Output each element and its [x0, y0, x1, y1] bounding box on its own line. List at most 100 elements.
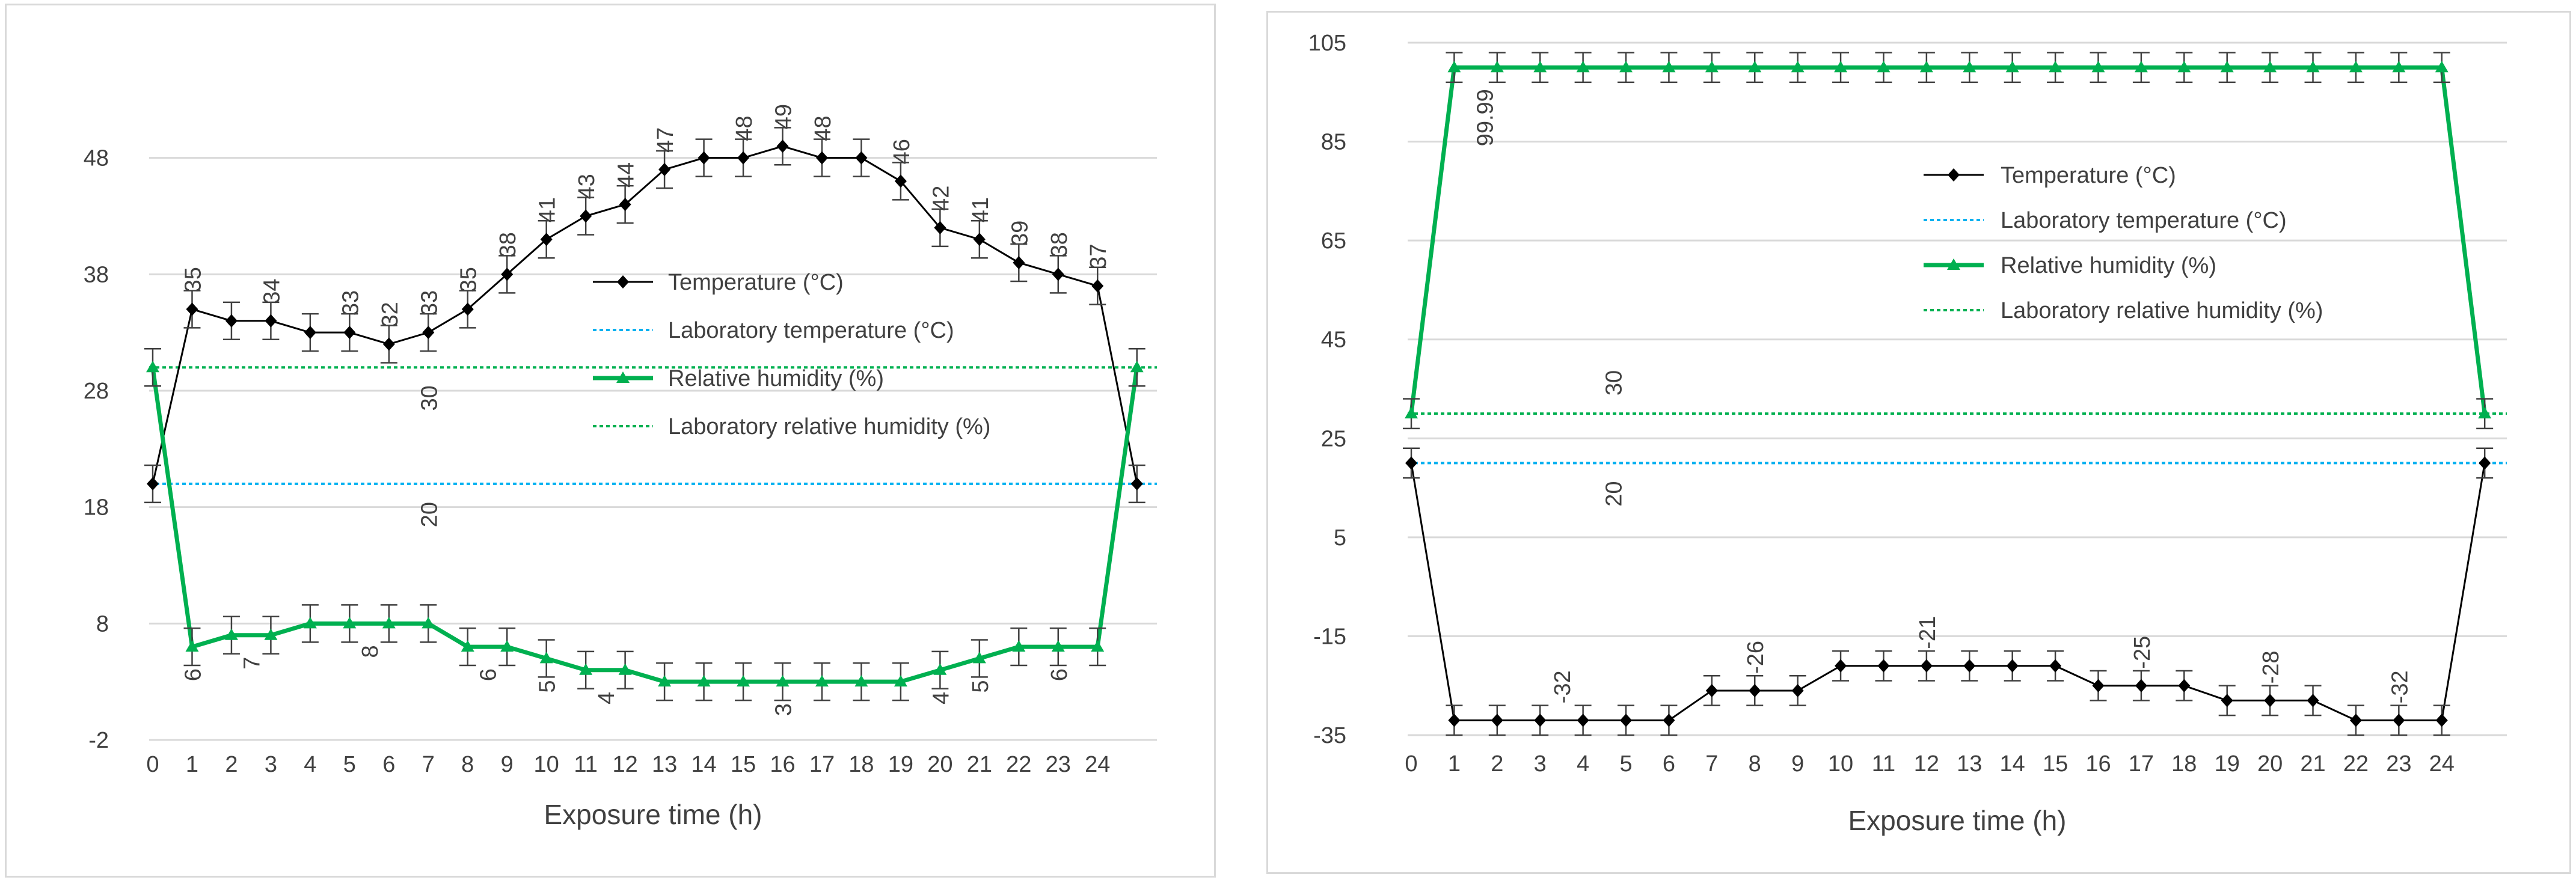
c0-humidity-point: [343, 617, 357, 629]
c1-x-tick-label: 23: [2386, 751, 2411, 777]
c0-y-tick-label: -2: [88, 728, 109, 753]
c0-legend-label: Temperature (°C): [668, 270, 844, 295]
c0-legend-label: Laboratory relative humidity (%): [668, 414, 990, 439]
c1-temperature-data-label: -26: [1743, 641, 1768, 674]
c0-x-tick-label: 8: [461, 752, 474, 777]
c0-humidity-point: [461, 640, 474, 652]
c0-humidity-point: [422, 617, 435, 629]
c1-humidity-point: [2005, 61, 2019, 73]
c1-y-tick-label: 45: [1321, 328, 1346, 353]
c1-temperature-point: [1791, 683, 1804, 697]
c1-temperature-point: [2264, 694, 2277, 707]
c1-x-tick-label: 21: [2300, 751, 2325, 777]
c0-x-tick-label: 3: [265, 752, 277, 777]
c0-legend-marker: [616, 371, 630, 383]
c0-temperature-data-label: 49: [771, 104, 797, 129]
c0-temperature-point: [776, 139, 789, 153]
c0-humidity-point: [146, 361, 159, 373]
c1-humidity-point: [2306, 61, 2320, 73]
c0-humidity-point: [579, 663, 593, 675]
c0-x-tick-label: 1: [186, 752, 198, 777]
c1-humidity-point: [1748, 61, 1762, 73]
c0-humidity-point: [815, 675, 829, 687]
c0-humidity-point: [737, 675, 750, 687]
c0-temperature-point: [186, 302, 198, 316]
c0-humidity-point: [539, 652, 553, 664]
c1-x-tick-label: 20: [2257, 751, 2283, 777]
c1-temperature-data-label: -21: [1915, 616, 1940, 649]
c0-temperature-point: [1130, 477, 1143, 490]
c1-x-tick-label: 1: [1448, 751, 1461, 777]
c1-x-tick-label: 16: [2085, 751, 2111, 777]
c0-humidity-point: [1091, 640, 1105, 652]
c0-x-tick-label: 22: [1006, 752, 1031, 777]
c1-temperature-point: [2178, 679, 2191, 692]
c0-temperature-point: [540, 233, 553, 246]
c1-humidity-point: [1576, 61, 1590, 73]
c1-y-tick-label: 25: [1321, 426, 1346, 451]
c1-temperature-point: [1963, 659, 1976, 673]
c0-temperature-data-label: 35: [180, 267, 206, 292]
c1-y-tick-label: -35: [1313, 723, 1346, 748]
c1-humidity-point: [1705, 61, 1719, 73]
c1-x-tick-label: 9: [1791, 751, 1804, 777]
c1-temperature-point: [2349, 713, 2362, 727]
c1-humidity-point: [1490, 61, 1504, 73]
c0-x-tick-label: 13: [652, 752, 677, 777]
c0-humidity-point: [697, 675, 711, 687]
c0-y-tick-label: 18: [84, 495, 109, 521]
c0-temperature-data-label: 32: [378, 302, 403, 327]
c0-humidity-data-label: 4: [594, 692, 619, 704]
c1-x-tick-label: 8: [1749, 751, 1761, 777]
c1-y-tick-label: 105: [1308, 31, 1346, 56]
c1-humidity-point: [2478, 407, 2492, 419]
c0-humidity-point: [933, 663, 947, 675]
c1-x-tick-label: 13: [1957, 751, 1982, 777]
c1-humidity-point: [1919, 61, 1933, 73]
c1-x-tick-label: 24: [2429, 751, 2455, 777]
c0-temperature-data-label: 39: [1007, 221, 1032, 246]
c1-x-tick-label: 19: [2215, 751, 2240, 777]
c1-temperature-point: [2307, 694, 2319, 707]
c0-temperature-point: [147, 477, 159, 490]
left-chart-panel: -2 8 18 28 38 48 0 1 2 3 4 5 6 7 8 9 10 11 12 13 14 15 16 17 18 1…: [5, 4, 1216, 878]
c1-temperature-point: [2393, 713, 2405, 727]
c1-humidity-point: [2349, 61, 2363, 73]
c0-humidity-data-label: 6: [1047, 668, 1072, 681]
c1-x-tick-label: 3: [1534, 751, 1547, 777]
c1-humidity-point: [2263, 61, 2277, 73]
c1-temperature-point: [1663, 713, 1675, 727]
c0-temperature-point: [1052, 267, 1064, 281]
c0-legend-label: Relative humidity (%): [668, 366, 884, 391]
c0-humidity-point: [303, 617, 317, 629]
c0-temperature-point: [973, 233, 986, 246]
c1-x-tick-label: 18: [2171, 751, 2197, 777]
c0-x-tick-label: 16: [770, 752, 795, 777]
c0-y-tick-label: 38: [84, 262, 109, 287]
c1-temperature-point: [1534, 713, 1547, 727]
c0-x-tick-label: 18: [848, 752, 874, 777]
c1-x-tick-label: 4: [1577, 751, 1589, 777]
c0-x-tick-label: 2: [225, 752, 238, 777]
c1-x-tick-label: 17: [2129, 751, 2154, 777]
c1-y-tick-label: 85: [1321, 130, 1346, 155]
c1-temperature-point: [2435, 713, 2448, 727]
c0-temperature-point: [1091, 279, 1104, 293]
c0-x-tick-label: 6: [382, 752, 395, 777]
c0-humidity-point: [1051, 640, 1065, 652]
c0-humidity-line: [150, 367, 1139, 684]
c0-x-tick-label: 5: [343, 752, 356, 777]
c1-x-tick-label: 11: [1872, 751, 1895, 777]
c0-temperature-data-label: 33: [417, 290, 442, 316]
c1-x-tick-label: 15: [2043, 751, 2068, 777]
c0-temperature-point: [304, 326, 316, 340]
c0-x-tick-label: 15: [731, 752, 756, 777]
c1-temperature-point: [2221, 694, 2233, 707]
c1-temperature-point: [2006, 659, 2019, 673]
c0-temperature-point: [737, 151, 750, 165]
c1-humidity-point: [2134, 61, 2148, 73]
c0-temperature-data-label: 42: [928, 186, 954, 211]
c0-humidity-data-label: 8: [358, 645, 383, 658]
